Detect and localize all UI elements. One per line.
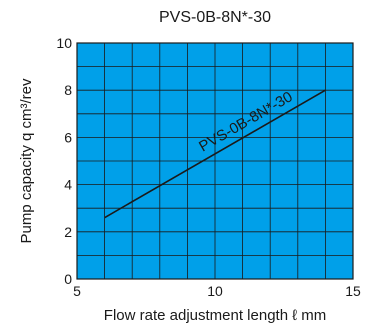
y-tick-label: 6	[64, 129, 72, 145]
series-line	[104, 89, 326, 219]
y-tick-label: 2	[64, 224, 72, 240]
x-tick-label: 10	[207, 283, 223, 299]
tick-labels: 0 2 4 6 8 10 5 10 15	[56, 35, 361, 299]
y-axis-label: Pump capacity q cm³/rev	[18, 78, 35, 244]
y-tick-label: 10	[56, 35, 72, 51]
y-tick-label: 0	[64, 271, 72, 287]
y-tick-label: 8	[64, 82, 72, 98]
x-tick-label: 5	[73, 283, 81, 299]
x-tick-label: 15	[345, 283, 361, 299]
chart-title: PVS-0B-8N*-30	[159, 9, 271, 26]
x-axis-label: Flow rate adjustment length ℓ mm	[104, 307, 326, 324]
y-tick-label: 4	[64, 177, 72, 193]
grid	[77, 43, 353, 279]
plot-frame	[76, 42, 354, 280]
